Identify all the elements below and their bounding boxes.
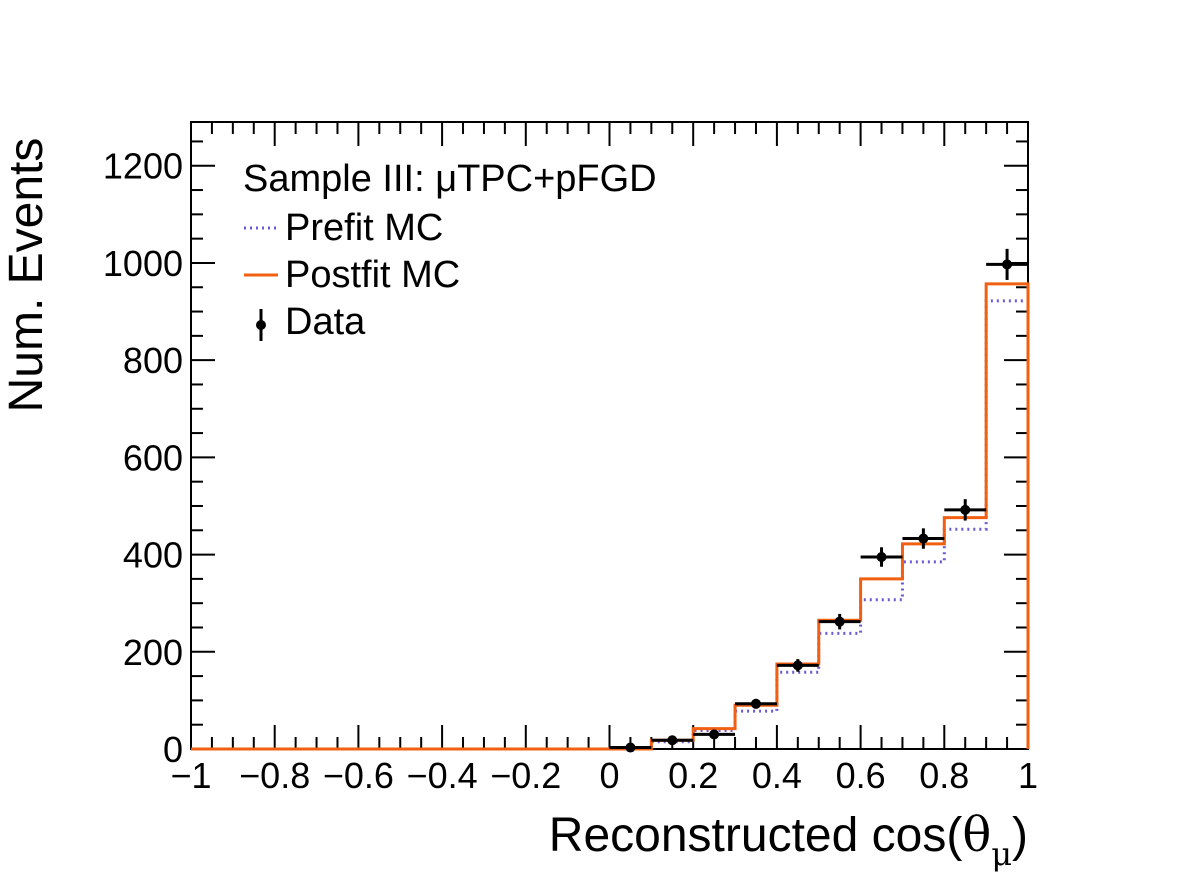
data-point xyxy=(944,499,987,521)
x-tick-labels: −1 −0.8 −0.6 −0.4 −0.2 0 0.2 0.4 0.6 0.8 1 xyxy=(170,755,1038,796)
x-tick-label: −0.6 xyxy=(323,755,394,796)
data-point xyxy=(776,659,819,672)
data-marker xyxy=(625,742,636,753)
x-tick-label: −1 xyxy=(170,755,211,796)
data-marker xyxy=(834,616,845,627)
legend-title: Sample III: μTPC+pFGD xyxy=(243,158,657,200)
y-tick-label: 1000 xyxy=(103,243,183,284)
data-marker xyxy=(750,698,761,709)
y-tick-label: 0 xyxy=(163,729,183,770)
data-marker xyxy=(918,533,929,544)
y-tick-label: 600 xyxy=(123,437,183,478)
data-marker xyxy=(1002,259,1013,270)
data-point xyxy=(860,547,903,567)
data-point xyxy=(693,729,736,740)
x-axis-title: Reconstructed cos(θμ) xyxy=(549,807,1028,872)
legend-data-marker xyxy=(256,309,266,341)
data-marker xyxy=(876,552,887,563)
data-point xyxy=(735,698,777,709)
y-tick-labels: 0 200 400 600 800 1000 1200 xyxy=(103,146,183,770)
legend-data-label: Data xyxy=(285,301,366,343)
y-tick-label: 200 xyxy=(123,632,183,673)
y-axis-title: Num. Events xyxy=(0,138,53,413)
series-layer xyxy=(191,248,1030,753)
y-tick-label: 400 xyxy=(123,535,183,576)
data-marker xyxy=(960,504,971,515)
prefit-mc-line xyxy=(191,299,1030,751)
x-tick-label: 1 xyxy=(1018,755,1038,796)
x-tick-label: 0.2 xyxy=(668,755,718,796)
data-point xyxy=(986,248,1028,280)
y-tick-label: 1200 xyxy=(103,146,183,187)
x-tick-label: 0.6 xyxy=(836,755,886,796)
data-point xyxy=(902,528,945,549)
x-tick-label: −0.8 xyxy=(239,755,310,796)
legend: Sample III: μTPC+pFGD Prefit MC Postfit … xyxy=(243,158,657,343)
postfit-mc-line xyxy=(191,282,1030,751)
legend-postfit-label: Postfit MC xyxy=(285,254,460,296)
x-tick-label: 0 xyxy=(599,755,619,796)
data-point xyxy=(651,735,694,746)
x-tick-label: 0.4 xyxy=(752,755,802,796)
data-marker xyxy=(792,660,803,671)
legend-prefit-label: Prefit MC xyxy=(285,207,443,249)
x-tick-label: −0.2 xyxy=(490,755,561,796)
y-tick-label: 800 xyxy=(123,340,183,381)
data-marker xyxy=(709,729,720,740)
data-marker xyxy=(667,735,678,746)
data-point xyxy=(609,742,652,753)
x-tick-label: 0.8 xyxy=(919,755,969,796)
x-tick-label: −0.4 xyxy=(407,755,478,796)
data-point xyxy=(818,613,861,630)
